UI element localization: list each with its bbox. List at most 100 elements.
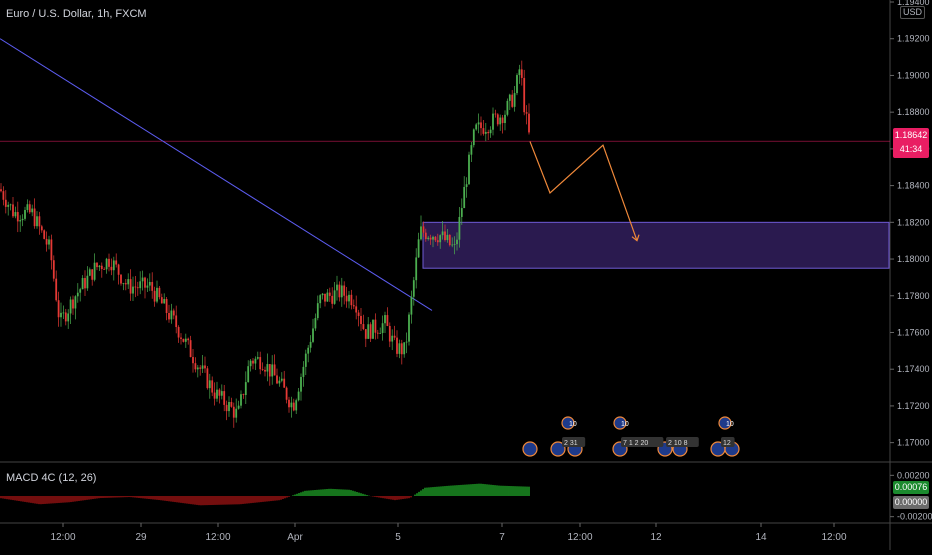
currency-unit[interactable]: USD [900, 6, 926, 19]
candle-body [453, 244, 456, 245]
candle-body [468, 154, 470, 185]
candle-body [199, 367, 202, 369]
candle-body [429, 237, 432, 240]
candle-body [96, 262, 98, 268]
candle-body [136, 287, 139, 289]
time-tick-label: 12:00 [50, 532, 75, 543]
candle-body [165, 299, 168, 314]
candle-body [110, 266, 113, 271]
candle-body [458, 216, 461, 240]
candle-body [122, 283, 125, 284]
candle-body [271, 364, 274, 377]
trendline [0, 38, 433, 311]
event-marker-flag [522, 441, 538, 457]
candle-body [134, 286, 137, 288]
candle-body [369, 324, 372, 339]
candle-body [223, 391, 226, 405]
candle-body [386, 315, 389, 326]
price-tick-label: 1.19200 [897, 34, 930, 44]
candle-body [511, 94, 514, 107]
candle-body [484, 131, 487, 134]
candle-body [177, 327, 180, 338]
candle-body [278, 380, 281, 384]
candle-body [355, 306, 358, 313]
candle-body [201, 365, 204, 369]
candle-body [415, 257, 418, 281]
projection-arrowhead [631, 234, 640, 242]
candle-body [112, 260, 115, 271]
candle-body [91, 269, 94, 280]
candle-body [31, 208, 34, 213]
candle-body [489, 129, 492, 134]
candle-body [216, 389, 218, 399]
candle-body [254, 358, 257, 364]
event-count-label: 2 31 [564, 440, 578, 447]
candle-body [441, 231, 444, 236]
candle-body [189, 340, 192, 358]
price-tick-label: 1.18800 [897, 107, 930, 117]
candle-body [321, 293, 324, 296]
candle-body [76, 292, 79, 297]
candle-body [314, 318, 317, 329]
candle-body [412, 280, 415, 297]
candle-body [367, 324, 370, 339]
price-tick-label: 1.18400 [897, 181, 930, 191]
event-marker-flag [561, 416, 575, 430]
candle-body [168, 313, 170, 320]
candle-body [379, 332, 382, 334]
candle-body [408, 314, 410, 342]
candle-body [62, 312, 65, 314]
time-tick-label: 5 [395, 532, 401, 543]
candle-body [228, 402, 230, 412]
candle-body [156, 287, 158, 302]
candle-body [492, 113, 494, 130]
candle-body [304, 353, 307, 367]
candle-body [40, 226, 43, 231]
candle-body [472, 129, 475, 146]
candle-body [372, 319, 374, 339]
candle-body [340, 285, 343, 298]
candle-body [261, 369, 264, 370]
candle-body [24, 209, 26, 219]
candle-body [480, 122, 482, 129]
candle-body [432, 236, 434, 240]
candle-body [513, 93, 516, 107]
candle-body [12, 204, 14, 217]
candle-body [64, 312, 67, 322]
candle-body [213, 392, 216, 399]
candle-body [79, 289, 82, 293]
candle-body [232, 406, 235, 418]
candle-body [381, 323, 384, 333]
candle-body [328, 292, 331, 296]
candle-body [230, 402, 233, 407]
candle-body [206, 368, 209, 389]
candle-body [508, 94, 511, 101]
candle-body [290, 402, 293, 408]
candle-body [348, 294, 350, 302]
bar-countdown: 41:34 [899, 144, 923, 154]
candle-body [256, 357, 259, 359]
candle-body [446, 234, 449, 241]
candle-body [36, 216, 38, 227]
time-tick-label: 29 [135, 532, 147, 543]
candle-body [350, 294, 353, 306]
candle-body [7, 204, 10, 207]
candle-body [180, 337, 182, 339]
candle-body [470, 145, 473, 155]
candle-body [170, 310, 173, 320]
event-marker-flag [550, 441, 566, 457]
candle-body [273, 364, 276, 376]
price-tick-label: 1.17600 [897, 327, 930, 337]
candle-body [220, 391, 223, 396]
event-marker-label: 10 [621, 421, 629, 428]
candle-body [127, 279, 130, 285]
candle-body [60, 312, 62, 318]
candle-body [98, 265, 101, 268]
candle-body [460, 208, 463, 217]
candle-body [242, 394, 245, 396]
candle-body [465, 184, 468, 187]
candle-body [175, 315, 178, 328]
candle-body [249, 360, 252, 367]
